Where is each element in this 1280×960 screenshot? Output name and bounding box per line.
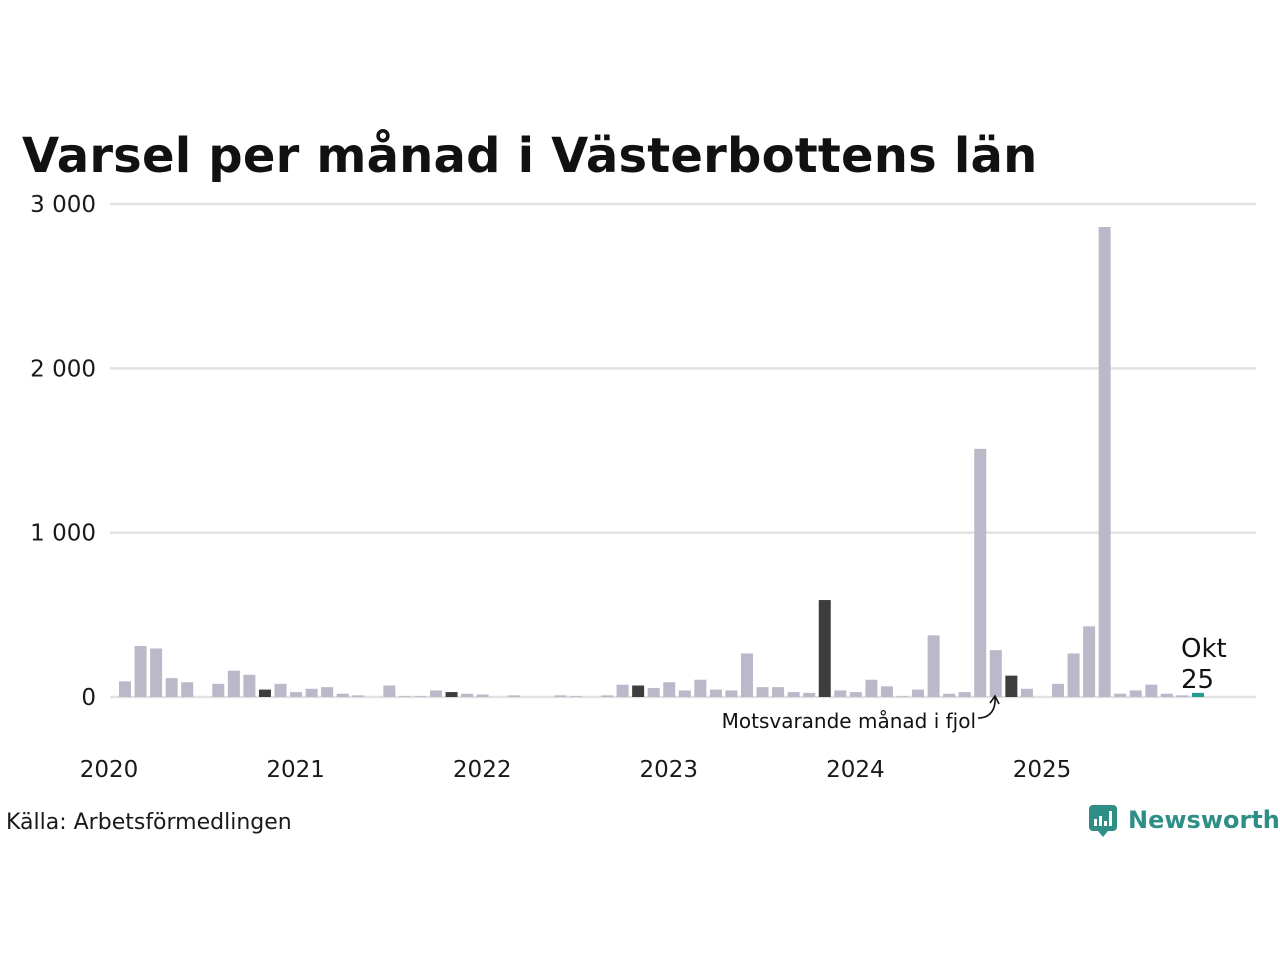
same-month-arrow: [977, 696, 996, 719]
bar-2022-05: [554, 695, 567, 697]
brand-name: Newsworthy: [1128, 806, 1280, 834]
bar-2024-05: [927, 635, 940, 697]
bar-2020-11: [274, 683, 287, 697]
x-tick-label: 2023: [640, 757, 699, 783]
y-tick-label: 0: [81, 685, 96, 711]
bar-2023-06: [756, 687, 769, 697]
newsworthy-logo[interactable]: Newsworthy: [1088, 802, 1280, 838]
bar-2025-03: [1083, 626, 1096, 697]
bar-2022-02: [507, 695, 520, 697]
bar-2020-09: [243, 674, 256, 697]
bar-2023-01: [678, 690, 691, 697]
bar-2020-08: [227, 670, 240, 697]
bar-2022-06: [569, 696, 582, 697]
gridlines: [110, 202, 1256, 699]
bar-2021-10: [445, 692, 458, 697]
y-axis-ticks: 0 1 000 2 000 3 000: [30, 192, 96, 711]
bar-2020-01: [119, 681, 131, 697]
bar-2023-09: [803, 692, 816, 697]
bar-2024-09: [989, 650, 1002, 697]
bar-2022-11: [647, 687, 660, 697]
bar-2021-11: [461, 693, 474, 697]
bar-2024-01: [865, 679, 878, 697]
bar-2022-10: [632, 685, 645, 697]
x-tick-label: 2021: [266, 757, 325, 783]
bar-2021-12: [476, 694, 489, 697]
bar-2023-11: [834, 690, 847, 697]
x-axis-ticks: 2020 2021 2022 2023 2024 2025: [80, 757, 1072, 783]
y-tick-label: 3 000: [30, 192, 96, 218]
current-month-label: Okt: [1181, 634, 1227, 664]
bar-2025-05: [1114, 693, 1127, 697]
bar-2020-10: [258, 689, 271, 697]
bar-2020-12: [290, 692, 303, 697]
bar-2024-02: [880, 686, 893, 697]
chart-title: Varsel per månad i Västerbottens län: [22, 128, 1038, 184]
bar-current-2025-10: [1191, 692, 1204, 697]
bar-2022-12: [663, 682, 676, 697]
same-month-arrowhead: [989, 694, 1000, 705]
bar-2023-10: [818, 600, 831, 697]
bar-2021-07: [398, 696, 411, 697]
bar-2025-09: [1176, 695, 1189, 697]
bar-2025-08: [1160, 693, 1173, 697]
bar-2020-04: [165, 678, 178, 697]
bar-2024-07: [958, 692, 971, 697]
bar-2021-03: [336, 693, 349, 697]
bar-2022-09: [616, 684, 629, 697]
bar-2020-03: [150, 648, 163, 697]
bar-2023-04: [725, 690, 738, 697]
bar-2023-03: [709, 689, 722, 697]
bar-2024-04: [912, 689, 925, 697]
bar-2025-07: [1145, 684, 1158, 697]
bar-2020-07: [212, 683, 225, 697]
bar-2024-06: [943, 693, 956, 697]
bar-2025-06: [1129, 690, 1142, 697]
bar-2021-01: [305, 688, 318, 697]
current-value-label: 25: [1181, 665, 1214, 695]
annotations: Motsvarande månad i fjol Okt 25: [722, 634, 1227, 733]
same-month-annotation: Motsvarande månad i fjol: [722, 709, 976, 733]
y-tick-label: 1 000: [30, 521, 96, 547]
bar-2025-02: [1067, 653, 1080, 697]
bar-2021-09: [430, 690, 442, 697]
bars: [119, 227, 1204, 698]
x-tick-label: 2022: [453, 757, 512, 783]
bar-2024-10: [1005, 675, 1018, 697]
bar-2020-02: [134, 646, 147, 697]
bar-2024-08: [974, 448, 987, 697]
bar-2025-01: [1052, 683, 1064, 697]
bar-2023-02: [694, 679, 707, 697]
bar-2021-08: [414, 696, 427, 697]
bar-2023-07: [772, 687, 785, 697]
bar-2023-12: [849, 692, 862, 697]
bar-2023-08: [787, 692, 800, 697]
bar-2025-04: [1098, 227, 1111, 698]
bar-2022-08: [601, 695, 614, 697]
bar-2024-03: [896, 696, 909, 697]
bar-2021-04: [352, 695, 365, 697]
x-tick-label: 2025: [1013, 757, 1072, 783]
newsworthy-icon: [1089, 805, 1117, 837]
y-tick-label: 2 000: [30, 356, 96, 382]
bar-2021-02: [321, 687, 334, 697]
bar-2023-05: [741, 653, 753, 697]
bar-2024-11: [1020, 688, 1033, 697]
x-tick-label: 2024: [826, 757, 885, 783]
bar-2021-06: [383, 685, 396, 697]
x-tick-label: 2020: [80, 757, 139, 783]
source-note: Källa: Arbetsförmedlingen: [6, 810, 292, 835]
bar-2020-05: [181, 682, 194, 697]
